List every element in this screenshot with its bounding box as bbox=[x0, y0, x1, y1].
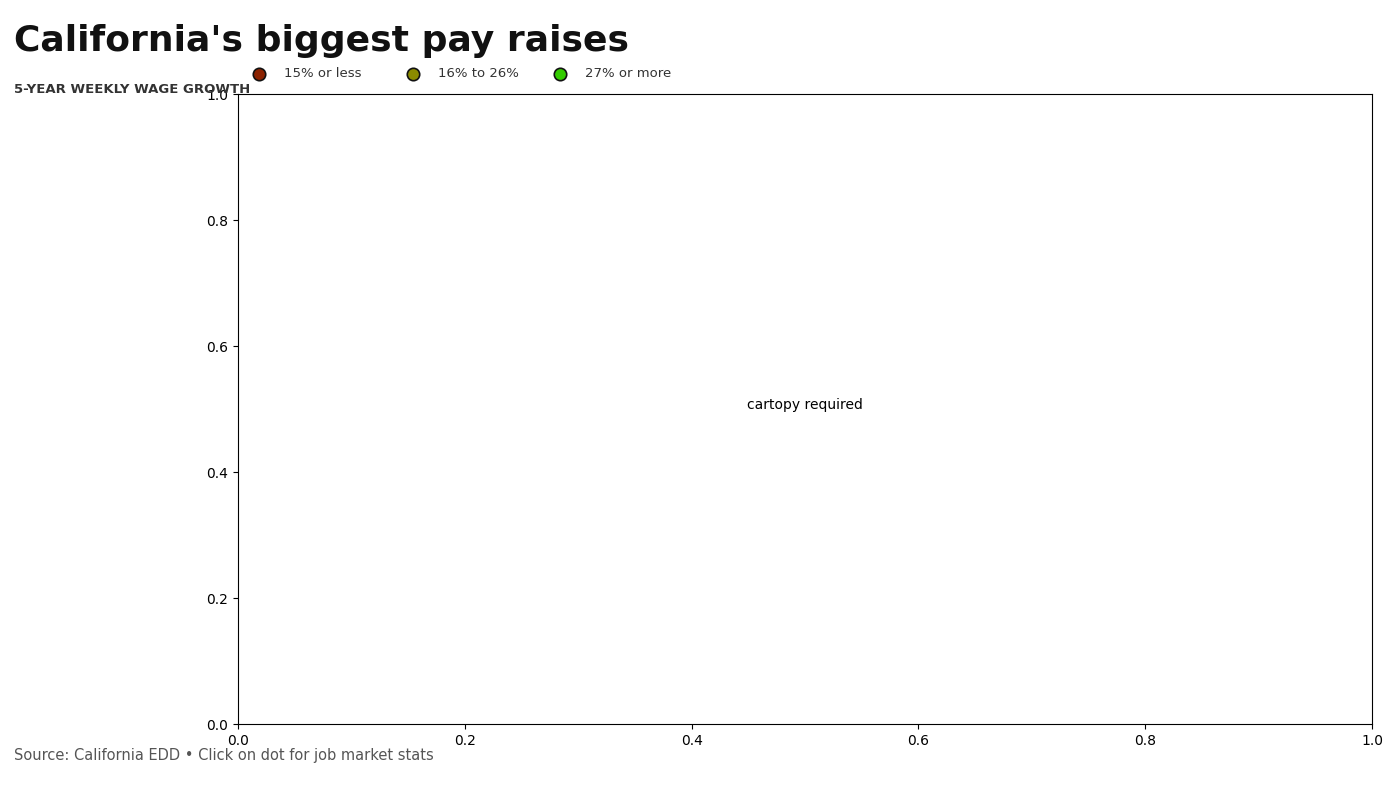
Text: Source: California EDD • Click on dot for job market stats: Source: California EDD • Click on dot fo… bbox=[14, 748, 434, 763]
Text: California's biggest pay raises: California's biggest pay raises bbox=[14, 24, 629, 57]
Point bbox=[549, 68, 571, 80]
Text: 16% to 26%: 16% to 26% bbox=[438, 68, 519, 80]
Text: 5-YEAR WEEKLY WAGE GROWTH: 5-YEAR WEEKLY WAGE GROWTH bbox=[14, 83, 251, 96]
Text: cartopy required: cartopy required bbox=[748, 398, 862, 412]
Text: 15% or less: 15% or less bbox=[284, 68, 361, 80]
Point bbox=[402, 68, 424, 80]
Point bbox=[248, 68, 270, 80]
Text: 27% or more: 27% or more bbox=[585, 68, 672, 80]
